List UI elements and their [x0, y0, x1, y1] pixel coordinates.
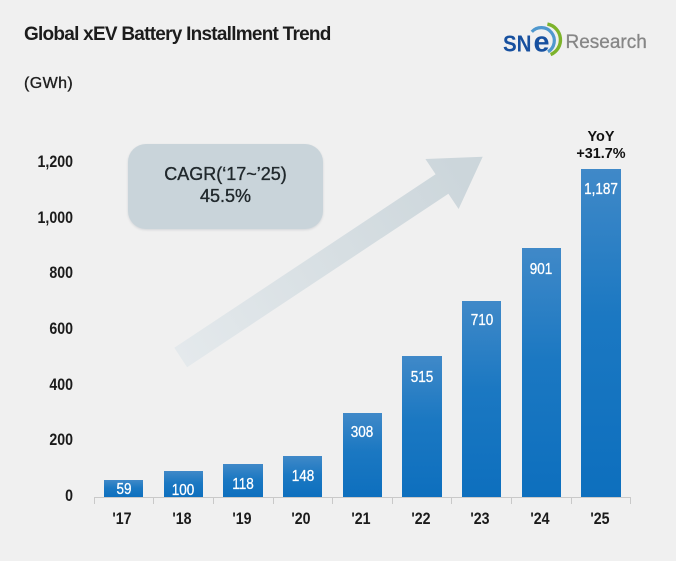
- svg-text:Research: Research: [566, 32, 647, 53]
- svg-text:SN: SN: [503, 31, 532, 57]
- svg-text:e: e: [534, 27, 550, 59]
